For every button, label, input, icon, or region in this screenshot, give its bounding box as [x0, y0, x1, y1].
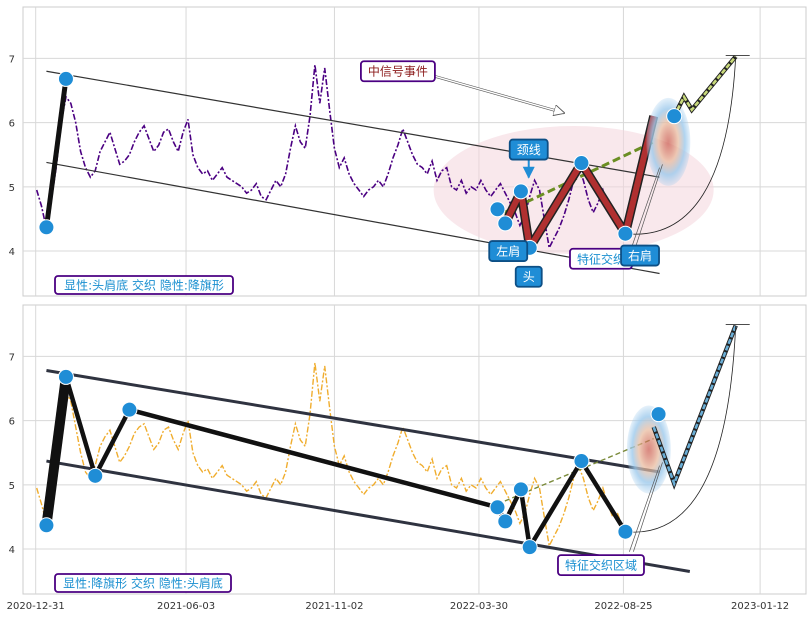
annotation-label: 特征交织区域 — [565, 558, 637, 573]
x-tick-label: 2022-08-25 — [594, 601, 652, 612]
y-tick-label: 6 — [9, 119, 15, 130]
y-tick-label: 7 — [9, 54, 15, 65]
plot-content — [35, 55, 750, 275]
pattern-marker — [617, 523, 634, 540]
x-tick-label: 2020-12-31 — [7, 601, 65, 612]
rally-line — [41, 376, 71, 526]
y-tick-label: 6 — [9, 417, 15, 428]
forecast-path — [673, 55, 737, 117]
annotation-label: 左肩 — [496, 244, 520, 259]
caption-label: 显性:降旗形 交织 隐性:头肩底 — [63, 576, 223, 591]
x-tick-label: 2023-01-12 — [731, 601, 789, 612]
pattern-marker — [121, 401, 138, 418]
pattern-marker — [497, 215, 514, 232]
pattern-marker — [573, 155, 590, 172]
pattern-marker — [38, 219, 55, 236]
breakout-guide — [629, 465, 660, 552]
caption-box — [54, 573, 232, 593]
pattern-marker — [489, 201, 506, 218]
pattern-marker — [57, 70, 74, 87]
y-tick-label: 7 — [9, 352, 15, 363]
annotation-box — [620, 244, 660, 267]
pattern-line — [44, 374, 628, 550]
caption-box — [54, 275, 234, 295]
pattern-marker — [650, 406, 667, 423]
annotation-label: 右肩 — [628, 248, 652, 263]
rally-line — [43, 78, 69, 228]
annotation-box — [557, 554, 645, 576]
lower-channel-line — [46, 161, 660, 275]
projection-arc — [625, 325, 737, 533]
pattern-marker — [573, 453, 590, 470]
plot-content — [36, 324, 750, 574]
annotation-label: 颈线 — [517, 143, 541, 157]
projection-arc — [625, 56, 737, 235]
x-tick-label: 2021-11-02 — [305, 601, 363, 612]
y-tick-label: 5 — [9, 481, 15, 492]
pattern-marker — [512, 183, 529, 200]
annotation-box — [508, 138, 549, 161]
pattern-marker — [666, 108, 683, 125]
caption-label: 显性:头肩底 交织 隐性:降旗形 — [64, 278, 224, 293]
annotation-box — [514, 265, 543, 288]
y-tick-label: 4 — [9, 247, 15, 258]
price-series-line — [36, 362, 628, 548]
x-tick-label: 2021-06-03 — [157, 601, 215, 612]
annotation-label: 头 — [523, 270, 535, 284]
breakout-guide — [633, 462, 663, 552]
forecast-path — [652, 325, 737, 488]
pattern-marker — [489, 499, 506, 516]
pattern-marker — [87, 467, 104, 484]
upper-channel-line — [46, 369, 660, 474]
breakout-guide — [629, 167, 660, 254]
pattern-marker — [497, 513, 514, 530]
breakout-guide — [633, 164, 663, 254]
neckline — [503, 140, 655, 214]
pattern-marker — [38, 517, 55, 534]
lower-channel-line — [46, 459, 691, 574]
pattern-marker — [521, 539, 538, 556]
pattern-marker — [512, 481, 529, 498]
x-tick-label: 2022-03-30 — [450, 601, 508, 612]
annotation-arrow — [430, 74, 564, 113]
pattern-marker — [57, 368, 74, 385]
upper-channel-line — [46, 70, 660, 178]
y-tick-label: 4 — [9, 545, 15, 556]
pattern-marker — [617, 225, 634, 242]
annotation-label: 特征交织 — [577, 251, 625, 266]
annotation-box — [360, 60, 436, 83]
y-tick-label: 5 — [9, 183, 15, 194]
annotation-label: 中信号事件 — [368, 64, 428, 79]
annotation-box — [488, 240, 529, 262]
